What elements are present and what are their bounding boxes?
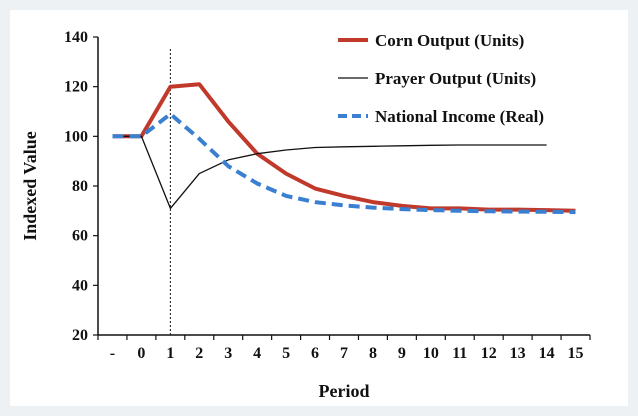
legend-label: Corn Output (Units) — [375, 31, 524, 50]
x-axis-title: Period — [319, 381, 370, 401]
x-tick-label: 0 — [137, 345, 145, 362]
y-tick-label: 80 — [72, 178, 88, 195]
series-layer — [112, 82, 576, 215]
x-tick-label: 6 — [311, 345, 319, 362]
legend-label: National Income (Real) — [375, 107, 544, 126]
series-line-prayer-output-units — [112, 135, 547, 210]
x-tick-label: 9 — [398, 345, 406, 362]
y-tick-label: 20 — [72, 327, 88, 344]
y-tick-label: 120 — [64, 79, 88, 96]
y-axis-title: Indexed Value — [20, 131, 40, 241]
x-tick-label: 10 — [423, 345, 439, 362]
y-axis-ticks: 20 40 60 80 100 120 140 — [64, 29, 98, 344]
y-tick-label: 40 — [72, 277, 88, 294]
x-tick-label: 14 — [539, 345, 555, 362]
x-tick-label: 1 — [166, 345, 174, 362]
y-tick-label: 100 — [64, 128, 88, 145]
x-tick-label: 7 — [340, 345, 348, 362]
chart-panel: 20 40 60 80 100 120 140 -0 1 2 3 4 5 6 7 8 9 10 11 12 13 14 1… — [10, 10, 628, 406]
x-tick-label: 11 — [452, 345, 467, 362]
x-tick-label: - — [110, 345, 115, 362]
series-line-national-income-real — [112, 112, 576, 215]
x-tick-label: 8 — [369, 345, 377, 362]
x-tick-label: 5 — [282, 345, 290, 362]
x-axis-ticks: -0 1 2 3 4 5 6 7 8 9 10 11 12 13 14 15 — [97, 335, 591, 362]
series-line-corn-output-units — [112, 82, 576, 213]
x-tick-label: 13 — [510, 345, 526, 362]
x-tick-label: 3 — [224, 345, 232, 362]
x-tick-label: 2 — [195, 345, 203, 362]
y-tick-label: 140 — [64, 29, 88, 46]
x-tick-label: 15 — [568, 345, 584, 362]
legend-label: Prayer Output (Units) — [375, 69, 536, 88]
legend: Corn Output (Units) Prayer Output (Units)… — [338, 31, 544, 126]
y-tick-label: 60 — [72, 228, 88, 245]
x-tick-label: 12 — [481, 345, 497, 362]
x-tick-label: 4 — [253, 345, 261, 362]
